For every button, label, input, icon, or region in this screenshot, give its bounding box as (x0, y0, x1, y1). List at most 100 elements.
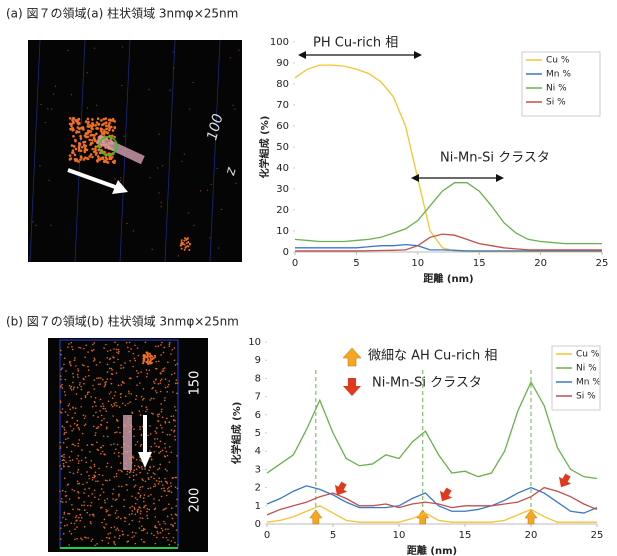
atom-dot (131, 537, 133, 539)
atom-dot (78, 517, 80, 519)
atom-dot (83, 504, 85, 506)
atom-dot (76, 458, 78, 460)
atom-dot (92, 385, 94, 387)
atom-dot (161, 427, 163, 429)
atom-dot (134, 360, 136, 362)
y-tick-label: 90 (276, 58, 289, 69)
legend-label: Mn % (546, 70, 571, 80)
atom-dot (123, 136, 124, 137)
atom-dot (164, 478, 166, 480)
atom-dot (51, 108, 52, 109)
atom-dot (76, 515, 78, 517)
atom-dot (167, 488, 169, 490)
atom-dot (189, 243, 191, 245)
atom-dot (87, 393, 89, 395)
atom-dot (140, 445, 142, 447)
atom-dot (94, 465, 96, 467)
atom-dot (78, 427, 80, 429)
atom-dot (176, 392, 178, 394)
atom-dot (140, 487, 142, 489)
atom-dot (111, 505, 113, 507)
atom-dot (81, 504, 83, 506)
atom-dot (156, 527, 158, 529)
atom-dot (96, 364, 98, 366)
atom-dot (138, 466, 140, 468)
atom-dot (139, 459, 141, 461)
atom-dot (136, 376, 138, 378)
atom-dot (118, 493, 120, 495)
atom-dot (150, 433, 152, 435)
atom-dot (68, 544, 70, 546)
atom-dot (165, 387, 167, 389)
atom-dot (143, 358, 145, 360)
atom-dot (166, 495, 168, 497)
atom-dot (85, 395, 87, 397)
atom-dot (65, 411, 67, 413)
atom-dot (174, 347, 176, 349)
y-tick-label: 1 (255, 501, 261, 512)
atom-dot (84, 135, 87, 138)
atom-dot (122, 46, 123, 47)
atom-dot (139, 527, 141, 529)
atom-dot (82, 141, 85, 144)
atom-dot (153, 486, 155, 488)
atom-dot (158, 413, 160, 415)
atom-dot (62, 387, 64, 389)
x-tick-label: 0 (292, 258, 298, 269)
atom-dot (69, 456, 71, 458)
atom-dot (171, 429, 173, 431)
atom-dot (95, 432, 97, 434)
atom-dot (161, 370, 163, 372)
atom-dot (121, 453, 123, 455)
atom-dot (113, 126, 116, 129)
atom-dot (116, 473, 118, 475)
atom-dot (85, 120, 88, 123)
atom-dot (180, 245, 182, 247)
atom-dot (111, 383, 113, 385)
atom-dot (95, 472, 97, 474)
atom-dot (76, 119, 79, 122)
atom-dot (100, 399, 102, 401)
atom-dot (84, 417, 86, 419)
atom-dot (133, 230, 134, 231)
atom-dot (96, 105, 97, 106)
atom-dot (104, 519, 106, 521)
atom-dot (153, 466, 155, 468)
atom-dot (53, 94, 54, 95)
atom-dot (86, 125, 89, 128)
atom-dot (102, 445, 104, 447)
atom-dot (106, 422, 108, 424)
atom-dot (69, 117, 72, 120)
atom-dot (168, 533, 170, 535)
atom-dot (91, 128, 94, 131)
atom-dot (189, 108, 190, 109)
atom-dot (107, 357, 109, 359)
atom-dot (160, 391, 162, 393)
atom-dot (85, 457, 87, 459)
atom-dot (119, 406, 121, 408)
atom-dot (105, 127, 108, 130)
atom-dot (124, 405, 126, 407)
atom-dot (153, 451, 155, 453)
atom-dot (64, 391, 66, 393)
atom-dot (59, 491, 61, 493)
atom-dot (74, 445, 76, 447)
atom-dot (69, 409, 71, 411)
atom-dot (166, 434, 168, 436)
atom-dot (113, 541, 115, 543)
atom-dot (148, 479, 150, 481)
atom-dot (145, 406, 147, 408)
atom-dot (107, 364, 109, 366)
legend-label: Ni % (576, 364, 597, 374)
atom-dot (167, 539, 169, 541)
atom-dot (95, 412, 97, 414)
atom-dot (139, 472, 141, 474)
up-arrow (310, 510, 322, 524)
atom-dot (149, 370, 151, 372)
atom-dot (92, 538, 94, 540)
atom-dot (93, 379, 95, 381)
atom-dot (101, 420, 103, 422)
atom-dot (109, 359, 111, 361)
atom-dot (80, 406, 82, 408)
atom-dot (135, 532, 137, 534)
